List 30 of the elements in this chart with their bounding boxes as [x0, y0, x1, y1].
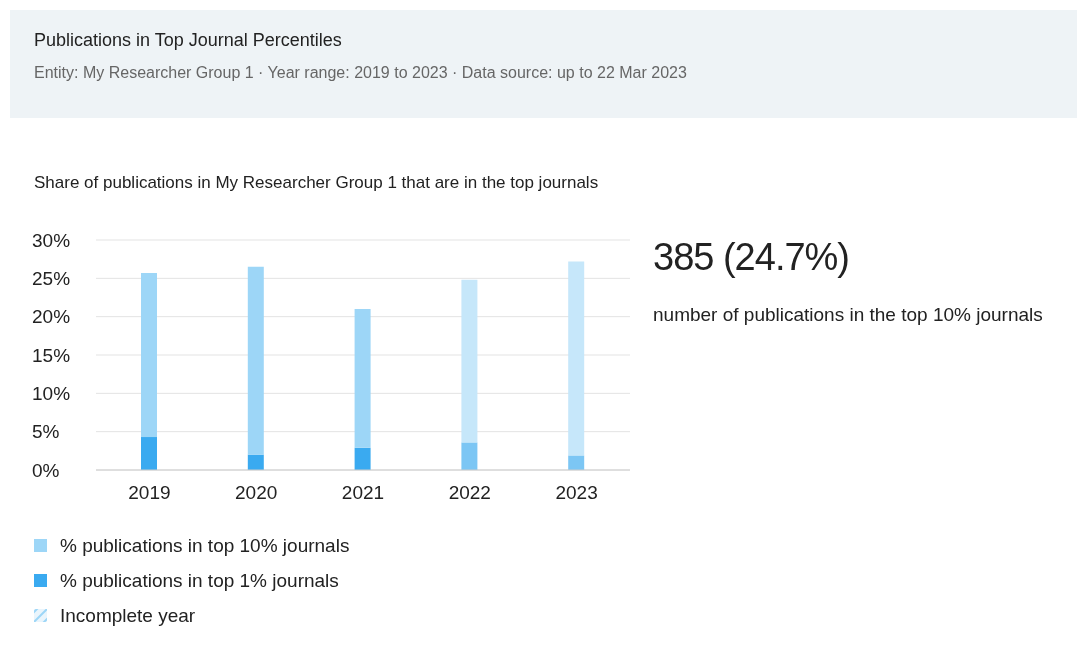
bar: [354, 309, 371, 448]
x-tick-label: 2020: [235, 482, 278, 504]
y-tick-label: 0%: [32, 459, 60, 481]
x-tick-label: 2023: [555, 482, 598, 504]
chart-title: Publications in Top Journal Percentiles: [34, 30, 342, 51]
y-tick-label: 15%: [32, 344, 71, 366]
bar: [461, 442, 478, 470]
y-tick-label: 10%: [32, 383, 71, 405]
legend-label: % publications in top 1% journals: [60, 569, 339, 592]
text: number of publications in the top 10% journals: [653, 303, 1043, 327]
bar: [247, 266, 264, 455]
y-tick-label: 25%: [32, 268, 71, 290]
text: Incomplete year: [60, 604, 196, 627]
bar: [354, 447, 371, 470]
x-tick-label: 2022: [448, 482, 491, 504]
y-axis-title: Share of publications in My Researcher Group 1 that are in the top journals: [34, 173, 599, 193]
legend-label: % publications in top 10% journals: [60, 534, 350, 557]
bar: [568, 261, 585, 456]
x-tick-label: 2021: [341, 482, 385, 504]
y-tick-label: 5%: [32, 421, 60, 443]
chart-subtitle: Entity: My Researcher Group 1 · Year range: 2019 to 2023 · Data source: up to 22 Mar 2023: [34, 64, 687, 82]
text: 385 (24.7%): [653, 236, 850, 279]
y-tick-label: 20%: [32, 306, 71, 328]
bar: [141, 437, 157, 470]
bar: [461, 279, 478, 443]
y-tick-label: 30%: [32, 229, 71, 251]
bar: [247, 454, 264, 470]
bar: [141, 272, 157, 438]
x-tick-label: 2019: [128, 482, 171, 504]
bar: [568, 455, 585, 470]
